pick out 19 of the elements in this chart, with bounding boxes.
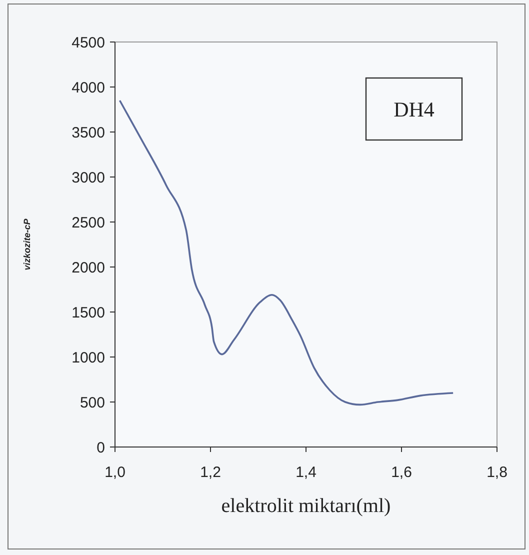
x-tick-label: 1,4 bbox=[296, 464, 316, 481]
y-tick-label: 500 bbox=[80, 394, 105, 412]
y-tick-label: 3000 bbox=[72, 169, 105, 186]
y-tick-label: 1000 bbox=[72, 349, 105, 366]
x-tick-label: 1,2 bbox=[200, 464, 221, 481]
y-tick-label: 4000 bbox=[72, 79, 105, 96]
y-tick-label: 0 bbox=[96, 439, 105, 456]
line-series bbox=[118, 100, 454, 406]
y-tick-label: 4500 bbox=[72, 34, 105, 52]
x-tick-label: 1,0 bbox=[104, 464, 126, 481]
y-tick-label: 1500 bbox=[72, 304, 105, 322]
y-tick-label: 3500 bbox=[72, 124, 105, 142]
y-tick-label: 2000 bbox=[72, 259, 105, 276]
x-axis-title: elektrolit miktarı(ml) bbox=[221, 495, 391, 517]
annotation: DH4 bbox=[394, 97, 435, 122]
x-tick-label: 1,6 bbox=[391, 464, 412, 481]
x-tick-label: 1,8 bbox=[486, 464, 508, 481]
y-tick-label: 2500 bbox=[72, 214, 105, 232]
y-axis-title: vizkozite-cP bbox=[22, 218, 32, 270]
